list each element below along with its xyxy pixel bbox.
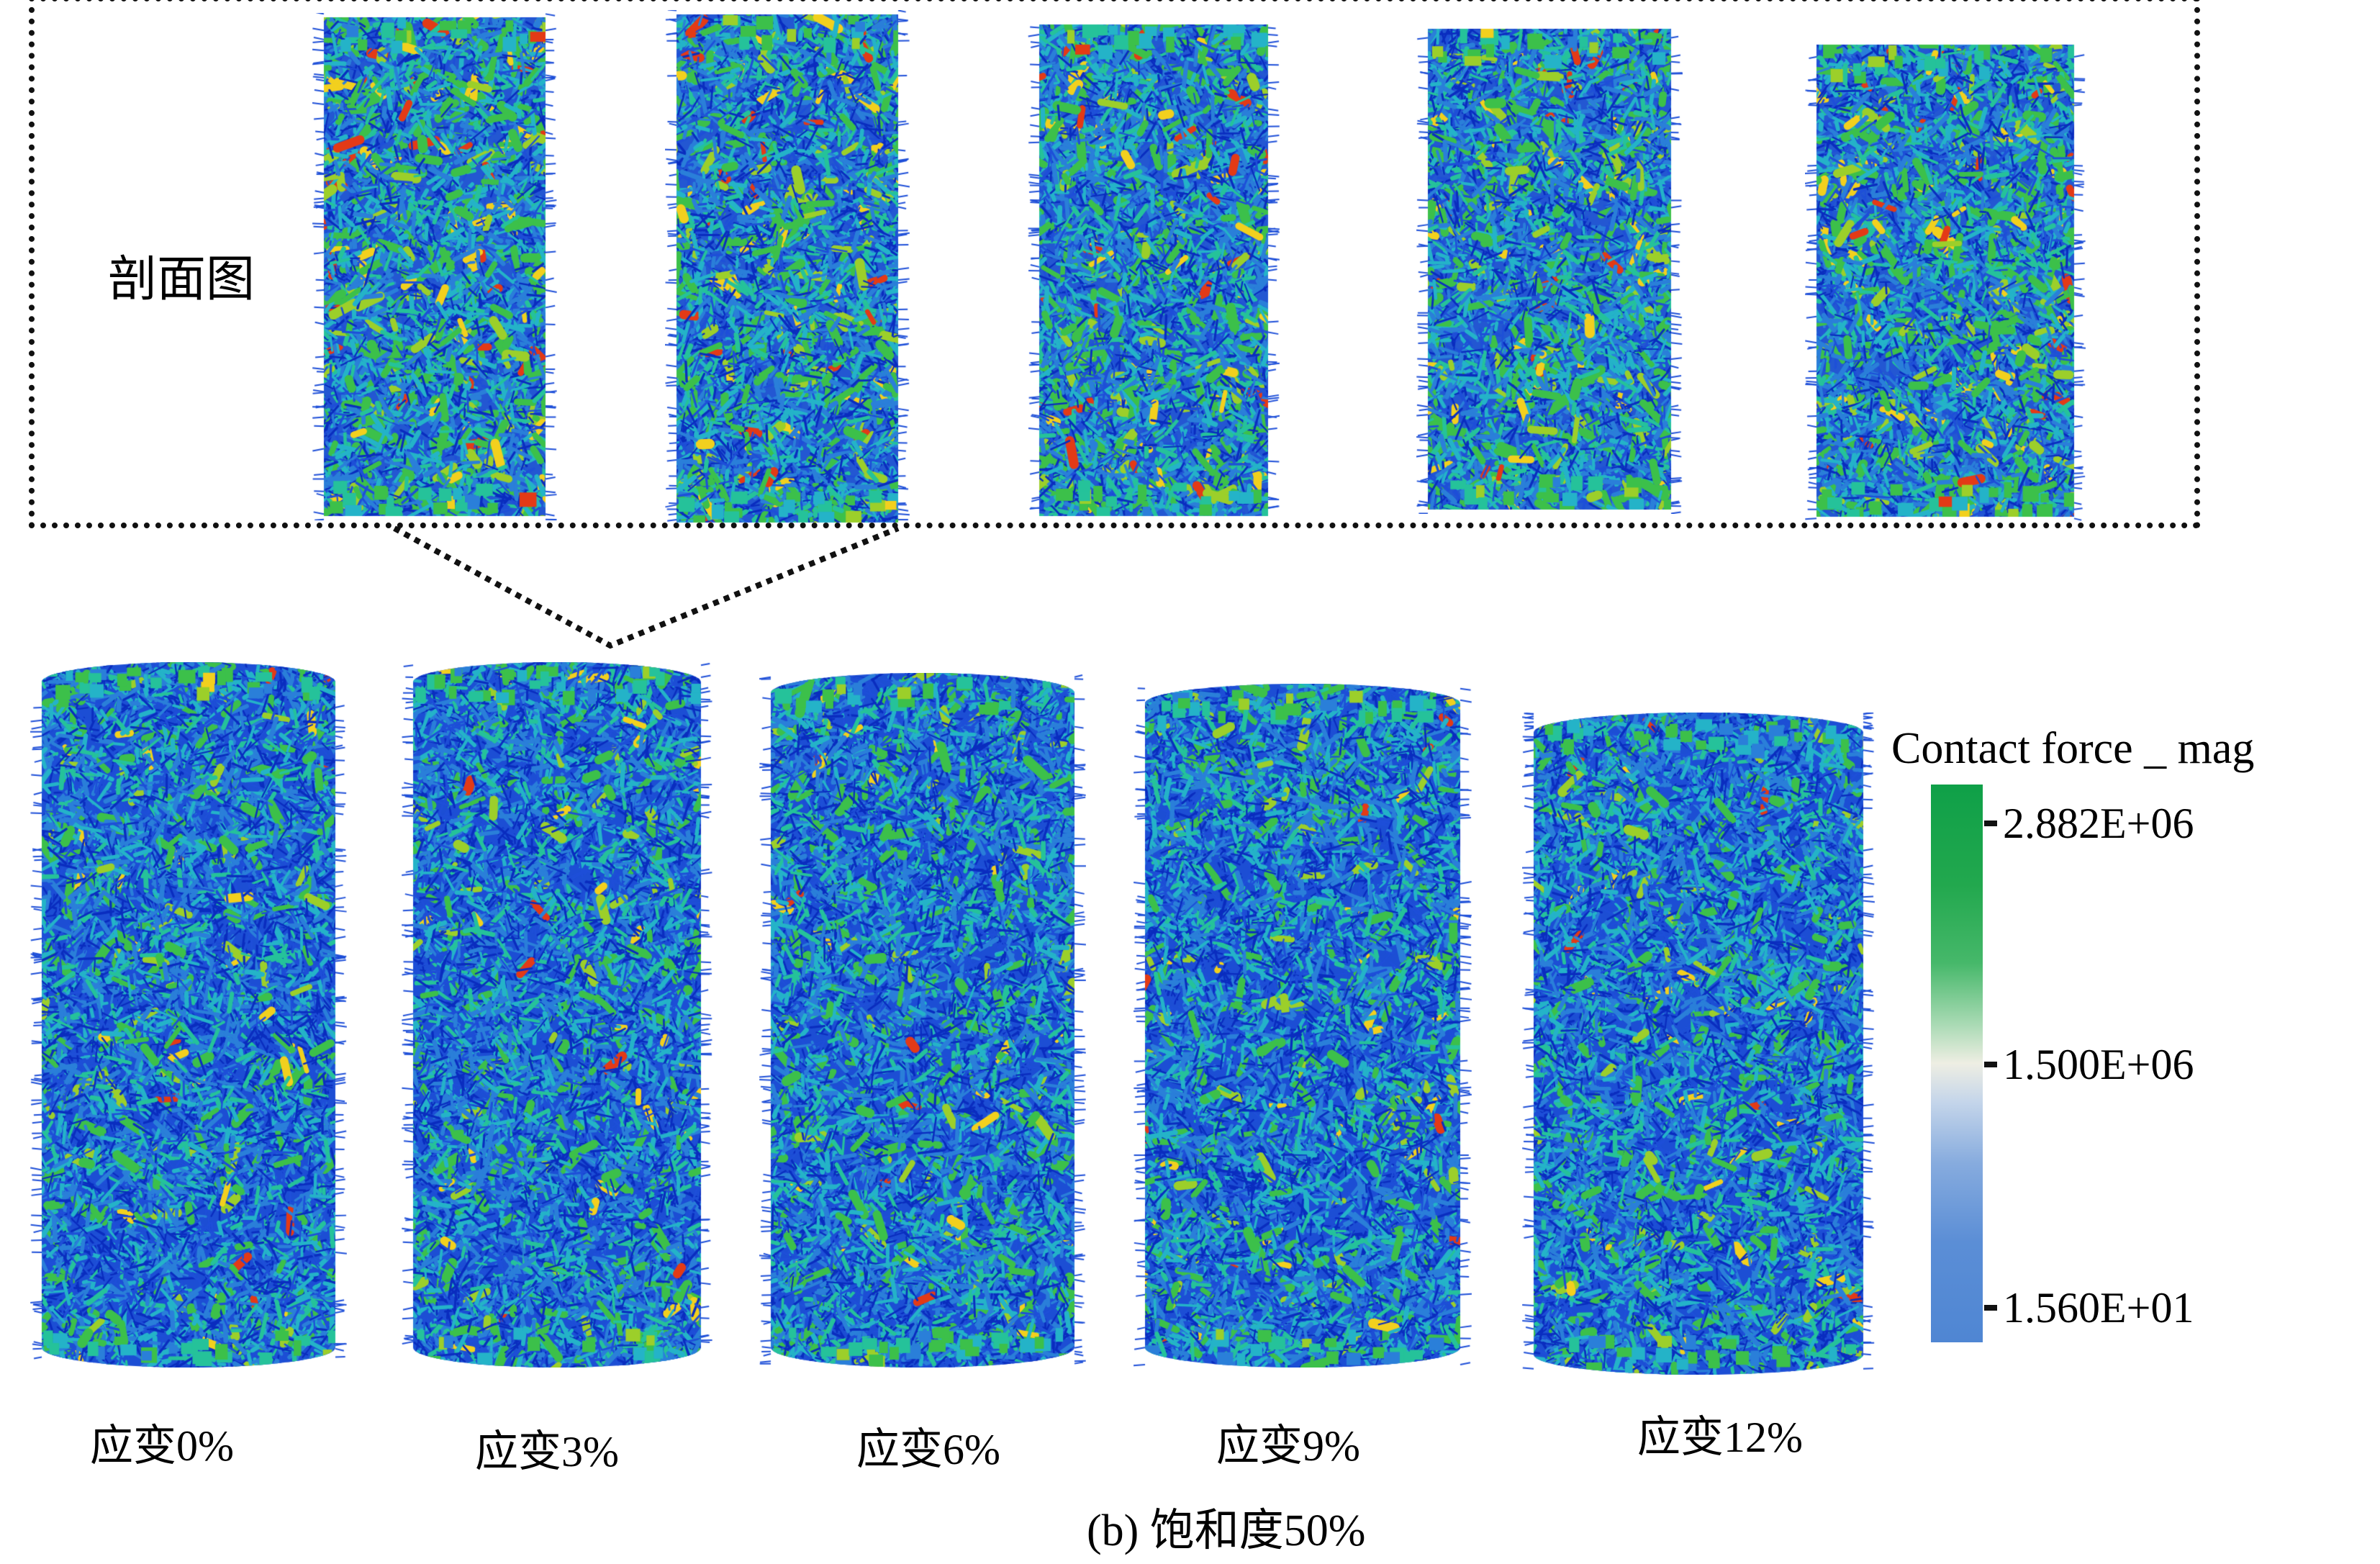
strain-label-6: 应变6% bbox=[856, 1426, 1000, 1473]
cross-section-inset-frame bbox=[29, 0, 2200, 528]
figure-caption: (b) 饱和度50% bbox=[1087, 1506, 1366, 1555]
legend-title: Contact force _ mag bbox=[1891, 724, 2255, 773]
legend-tick-min bbox=[1984, 1305, 1997, 1311]
specimen-strain-6 bbox=[759, 673, 1086, 1368]
specimen-strain-3 bbox=[402, 662, 712, 1368]
strain-label-0: 应变0% bbox=[90, 1422, 234, 1470]
legend-label-min: 1.560E+01 bbox=[2003, 1284, 2194, 1332]
section-view-strain-9 bbox=[1416, 24, 1683, 514]
section-view-strain-6 bbox=[1028, 20, 1280, 520]
specimen-strain-0 bbox=[30, 662, 347, 1368]
section-view-strain-3 bbox=[665, 10, 910, 527]
cross-section-label: 剖面图 bbox=[108, 251, 255, 308]
legend-label-mid: 1.500E+06 bbox=[2003, 1041, 2194, 1088]
specimen-strain-9 bbox=[1134, 684, 1472, 1368]
strain-label-9: 应变9% bbox=[1216, 1422, 1360, 1470]
section-view-strain-0 bbox=[312, 13, 557, 520]
force-colorbar bbox=[1931, 785, 1983, 1342]
legend-tick-max bbox=[1984, 821, 1997, 826]
specimen-strain-12 bbox=[1522, 713, 1875, 1375]
strain-label-3: 应变3% bbox=[475, 1428, 619, 1475]
legend-label-max: 2.882E+06 bbox=[2003, 800, 2194, 847]
strain-label-12: 应变12% bbox=[1637, 1414, 1803, 1461]
legend-tick-mid bbox=[1984, 1062, 1997, 1067]
section-view-strain-12 bbox=[1805, 40, 2086, 521]
